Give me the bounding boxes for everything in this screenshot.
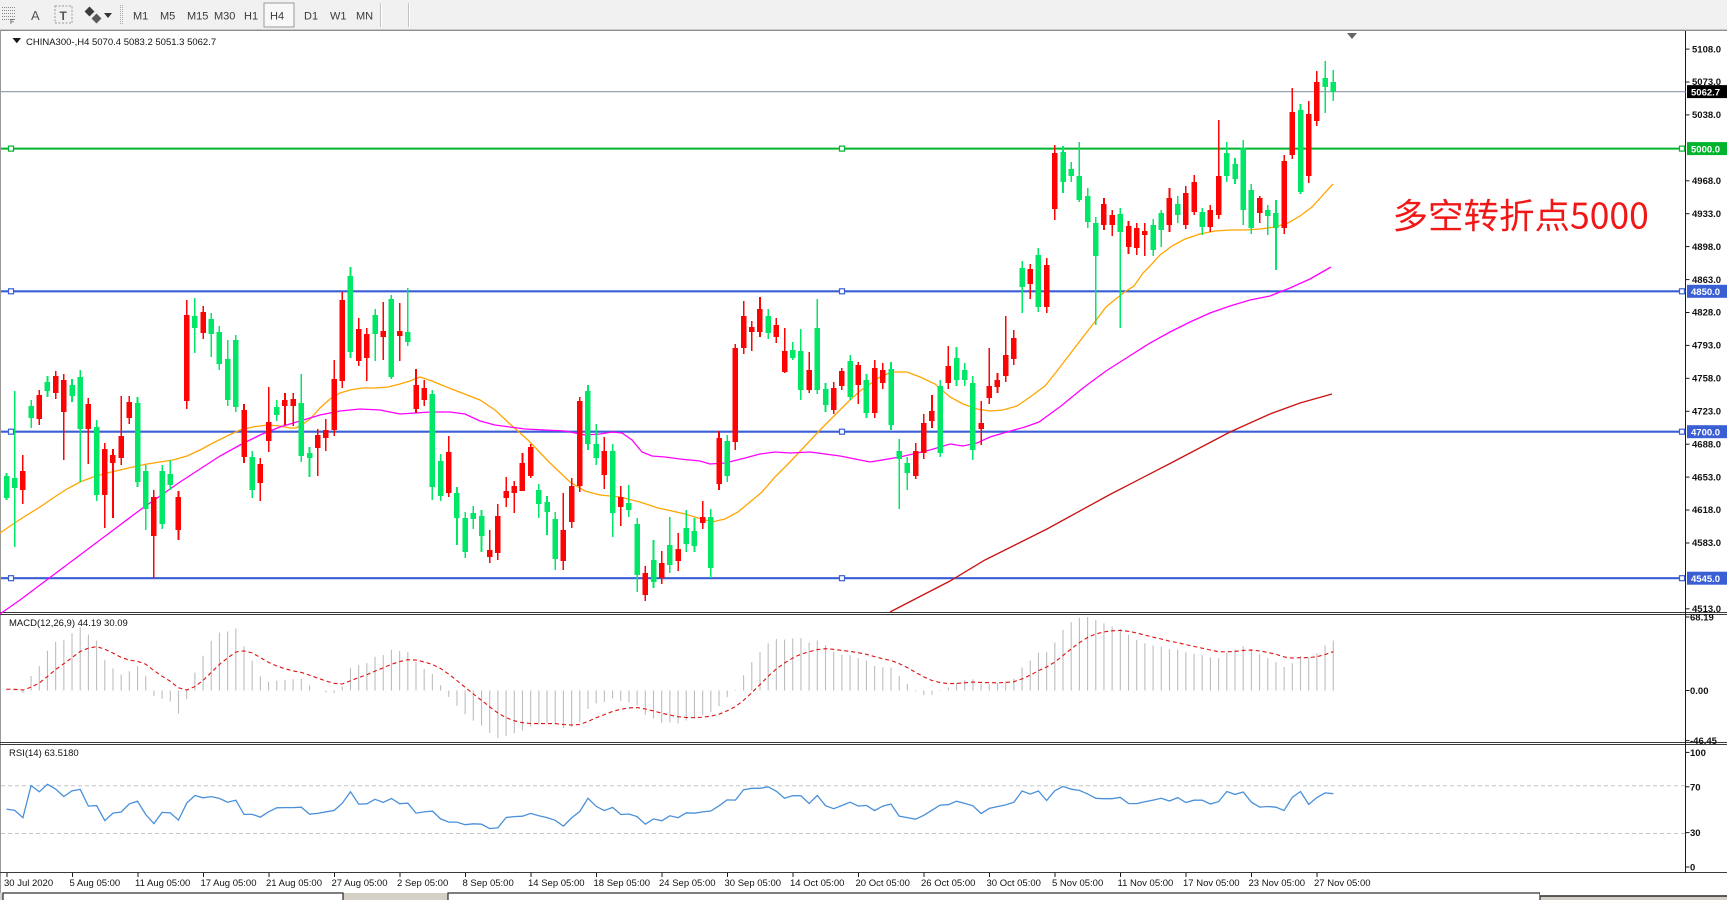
svg-text:4513.0: 4513.0 [1692,604,1721,615]
svg-text:4898.0: 4898.0 [1692,242,1721,253]
svg-text:M30: M30 [214,11,235,23]
svg-text:4723.0: 4723.0 [1692,406,1721,417]
svg-text:30 Sep 05:00: 30 Sep 05:00 [725,878,782,889]
svg-text:21 Aug 05:00: 21 Aug 05:00 [266,878,322,889]
svg-text:0: 0 [1690,863,1695,874]
svg-text:27 Nov 05:00: 27 Nov 05:00 [1314,878,1371,889]
svg-text:4863.0: 4863.0 [1692,275,1721,286]
svg-text:23 Nov 05:00: 23 Nov 05:00 [1249,878,1306,889]
svg-text:11 Aug 05:00: 11 Aug 05:00 [135,878,190,889]
svg-text:4793.0: 4793.0 [1692,341,1721,352]
svg-text:20 Oct 05:00: 20 Oct 05:00 [856,878,910,889]
svg-text:MN: MN [356,11,373,23]
svg-text:100: 100 [1690,748,1706,759]
svg-text:MACD(12,26,9) 44.19 30.09: MACD(12,26,9) 44.19 30.09 [9,618,128,629]
svg-text:70: 70 [1690,782,1701,793]
svg-text:W1: W1 [330,11,347,23]
svg-text:A: A [31,8,40,23]
svg-text:17 Aug 05:00: 17 Aug 05:00 [201,878,257,889]
svg-text:14 Oct 05:00: 14 Oct 05:00 [790,878,844,889]
svg-text:5062.7: 5062.7 [1691,87,1720,98]
svg-text:M1: M1 [133,11,148,23]
svg-text:68.19: 68.19 [1690,612,1714,623]
svg-text:4828.0: 4828.0 [1692,308,1721,319]
svg-text:11 Nov 05:00: 11 Nov 05:00 [1118,878,1174,889]
svg-text:14 Sep 05:00: 14 Sep 05:00 [528,878,585,889]
svg-text:5108.0: 5108.0 [1692,44,1721,55]
svg-text:26 Oct 05:00: 26 Oct 05:00 [921,878,975,889]
svg-text:0.00: 0.00 [1690,686,1709,697]
svg-text:18 Sep 05:00: 18 Sep 05:00 [594,878,651,889]
svg-text:T: T [60,9,68,23]
svg-text:27 Aug 05:00: 27 Aug 05:00 [332,878,388,889]
svg-text:24 Sep 05:00: 24 Sep 05:00 [659,878,716,889]
svg-text:5 Aug 05:00: 5 Aug 05:00 [70,878,121,889]
svg-text:4933.0: 4933.0 [1692,209,1721,220]
svg-text:4688.0: 4688.0 [1692,439,1721,450]
svg-text:4545.0: 4545.0 [1691,574,1720,585]
svg-text:30: 30 [1690,828,1701,839]
svg-text:4618.0: 4618.0 [1692,505,1721,516]
svg-text:4758.0: 4758.0 [1692,374,1721,385]
svg-text:-46.45: -46.45 [1690,736,1718,747]
svg-text:H4: H4 [270,11,284,23]
svg-text:4583.0: 4583.0 [1692,538,1721,549]
svg-text:5000.0: 5000.0 [1691,144,1720,155]
svg-text:30 Oct 05:00: 30 Oct 05:00 [987,878,1041,889]
svg-text:5038.0: 5038.0 [1692,110,1721,121]
svg-text:RSI(14) 63.5180: RSI(14) 63.5180 [9,748,79,759]
svg-text:4968.0: 4968.0 [1692,176,1721,187]
svg-text:5073.0: 5073.0 [1692,77,1721,88]
svg-text:M5: M5 [160,11,175,23]
svg-text:17 Nov 05:00: 17 Nov 05:00 [1183,878,1240,889]
svg-text:30 Jul 2020: 30 Jul 2020 [4,878,53,889]
svg-text:2 Sep 05:00: 2 Sep 05:00 [397,878,448,889]
svg-text:8 Sep 05:00: 8 Sep 05:00 [463,878,514,889]
svg-text:D1: D1 [304,11,318,23]
svg-text:5 Nov 05:00: 5 Nov 05:00 [1052,878,1103,889]
svg-text:CHINA300-,H4 5070.4 5083.2 50: CHINA300-,H4 5070.4 5083.2 5051.3 5062.7 [26,37,216,48]
svg-text:4700.0: 4700.0 [1691,428,1720,439]
svg-text:F: F [10,19,14,26]
svg-text:4653.0: 4653.0 [1692,472,1721,483]
svg-text:4850.0: 4850.0 [1691,287,1720,298]
svg-text:H1: H1 [244,11,258,23]
svg-text:M15: M15 [187,11,208,23]
